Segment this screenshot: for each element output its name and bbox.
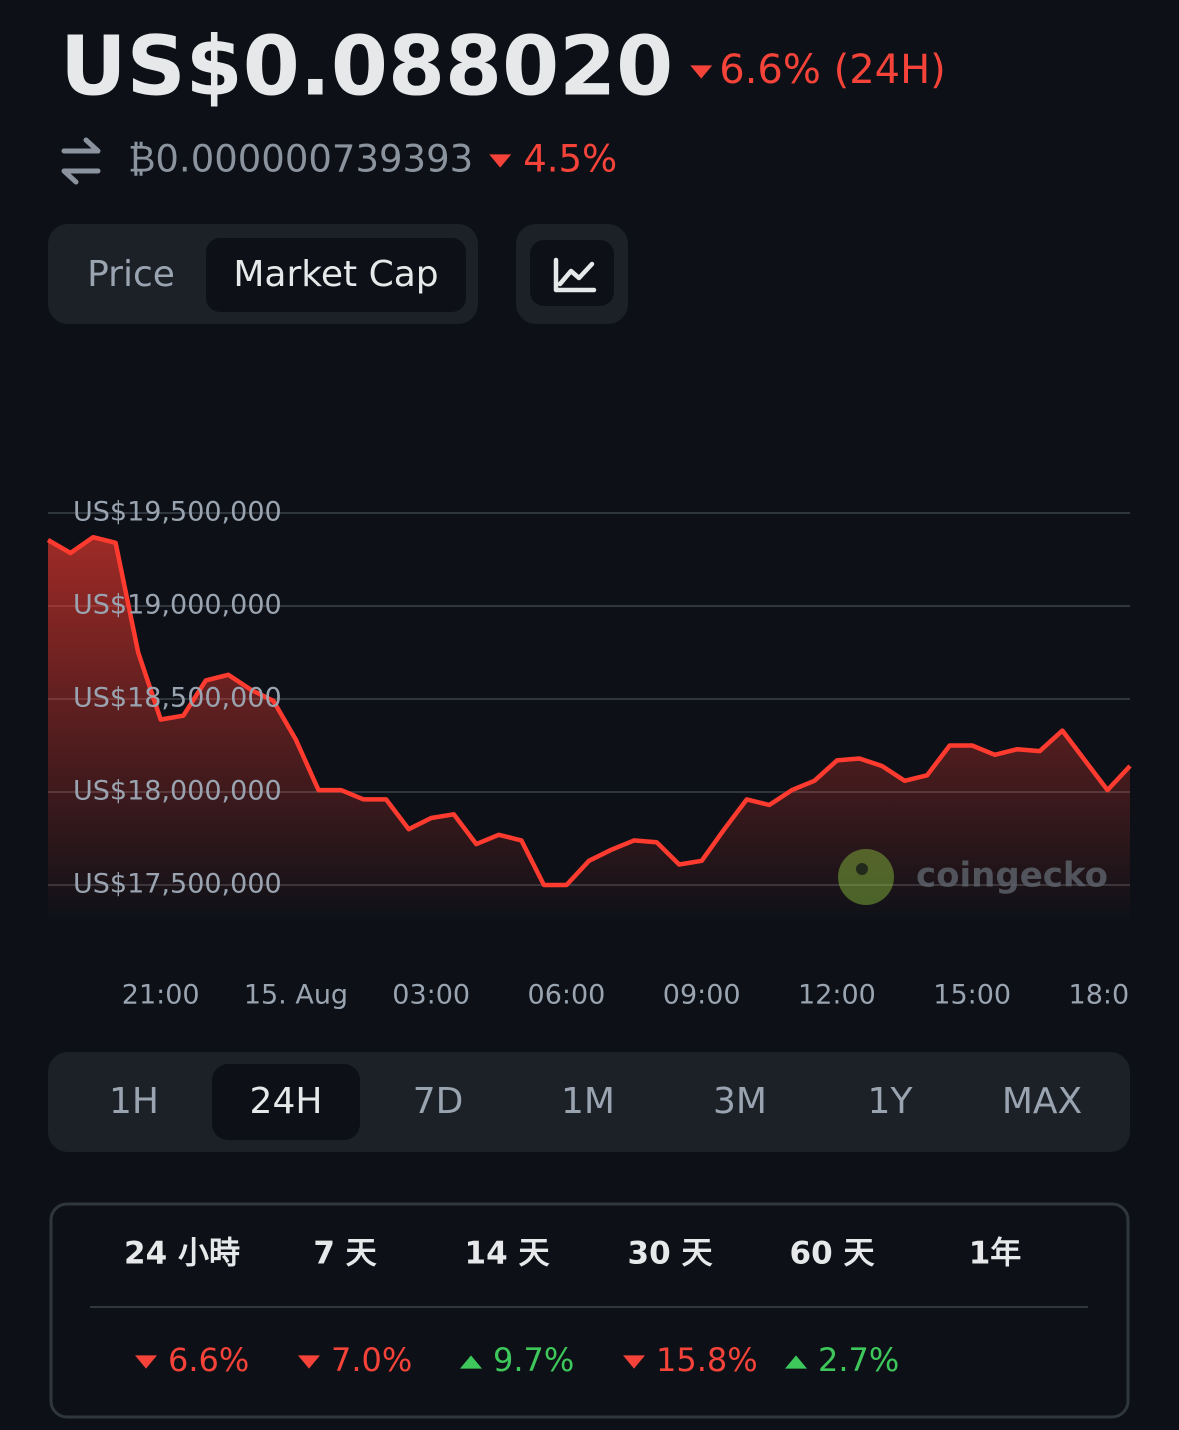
period-header: 1年	[969, 1236, 1022, 1272]
period-change: 2.7%	[818, 1341, 899, 1379]
performance-box	[49, 1202, 1130, 1419]
tab[interactable]: Market Cap	[233, 254, 438, 295]
trend-arrow	[623, 1355, 645, 1369]
period-header: 7 天	[313, 1236, 376, 1272]
period-header: 24 小時	[124, 1236, 240, 1272]
watermark-logo-eye	[856, 863, 868, 875]
x-tick-label: 12:00	[798, 980, 876, 1011]
swap-icon	[61, 137, 101, 185]
watermark: coingecko	[916, 856, 1108, 896]
btc-price: ₿0.000000739393	[128, 138, 473, 181]
tab-active-bg	[206, 238, 466, 312]
range-button[interactable]: 7D	[413, 1081, 464, 1122]
area	[48, 537, 1130, 923]
btc-change: 4.5%	[523, 138, 617, 181]
range-button[interactable]: 24H	[250, 1081, 323, 1122]
period-header: 60 天	[790, 1236, 875, 1272]
range-active-bg	[212, 1064, 360, 1140]
x-axis: 21:00 15. Aug 03:00 06:00 09:00 12:00 15:00 18:…	[122, 980, 1147, 1011]
x-tick-label: 18:00	[1069, 980, 1147, 1011]
range-button[interactable]: MAX	[1002, 1081, 1082, 1122]
trend-arrow	[460, 1355, 482, 1369]
x-tick-label: 15. Aug	[244, 980, 348, 1011]
range-button[interactable]: 3M	[713, 1081, 767, 1122]
range-button[interactable]: 1H	[109, 1081, 159, 1122]
x-tick-label: 15:00	[933, 980, 1011, 1011]
x-tick-label: 21:00	[122, 980, 200, 1011]
range-button[interactable]: 1M	[561, 1081, 615, 1122]
line-chart-icon	[553, 257, 597, 293]
trend-arrow	[298, 1355, 320, 1369]
x-tick-label: 03:00	[392, 980, 470, 1011]
trend-arrow	[489, 154, 512, 168]
period-change: 6.6%	[168, 1341, 249, 1379]
period-header: 14 天	[465, 1236, 550, 1272]
y-tick-label: US$17,500,000	[73, 869, 282, 900]
range-button[interactable]: 1Y	[868, 1081, 914, 1122]
price: US$0.088020	[60, 19, 673, 114]
period-header: 30 天	[628, 1236, 713, 1272]
price-change: 6.6% (24H)	[719, 47, 946, 93]
y-tick-label: US$19,500,000	[73, 497, 282, 528]
watermark-logo	[838, 849, 894, 905]
x-tick-label: 09:00	[663, 980, 741, 1011]
line	[46, 534, 1132, 888]
trend-arrow	[135, 1355, 157, 1369]
period-change: 15.8%	[656, 1341, 758, 1379]
period-change: 7.0%	[331, 1341, 412, 1379]
trend-arrow	[785, 1355, 807, 1369]
y-tick-label: US$18,000,000	[73, 776, 282, 807]
x-tick-label: 06:00	[528, 980, 606, 1011]
tab[interactable]: Price	[87, 254, 175, 295]
period-change: 9.7%	[493, 1341, 574, 1379]
y-tick-label: US$19,000,000	[73, 590, 282, 621]
trend-arrow	[690, 65, 713, 79]
y-tick-label: US$18,500,000	[73, 683, 282, 714]
